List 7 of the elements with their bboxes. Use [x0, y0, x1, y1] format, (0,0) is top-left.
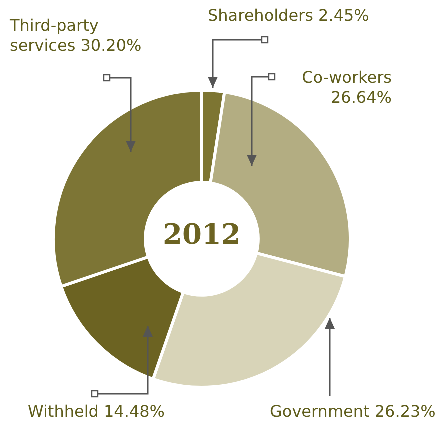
slice-label: Government 26.23%	[270, 402, 436, 422]
slice-label: Co-workers	[302, 68, 392, 87]
slice-label: Third-party services 30.20%	[10, 16, 143, 56]
slice-label: Withheld 14.48%	[28, 402, 166, 422]
data-label: 26.64%	[330, 88, 392, 107]
text: 2012	[162, 218, 242, 251]
slice-label: Shareholders 2.45%	[208, 6, 370, 26]
